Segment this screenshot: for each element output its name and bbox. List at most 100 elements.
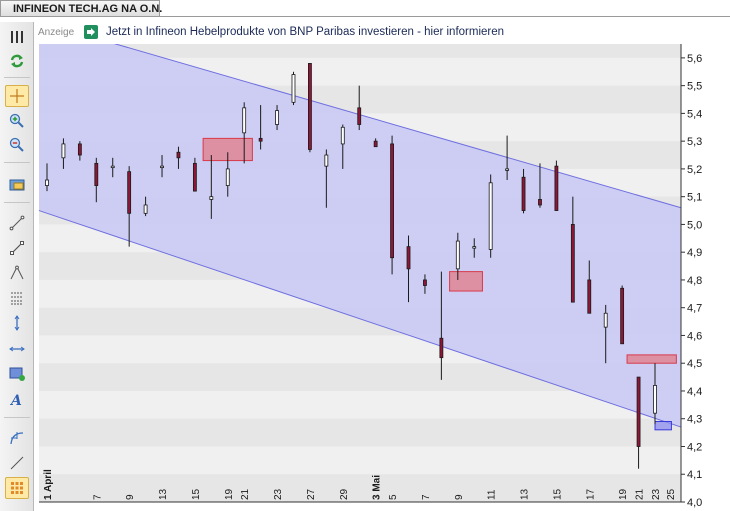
candle-body xyxy=(242,107,247,134)
x-tick-label: 11 xyxy=(487,489,498,500)
y-tick-label: 5,2 xyxy=(687,164,702,176)
x-tick-label: 15 xyxy=(191,488,202,500)
menu-icon[interactable] xyxy=(5,26,29,48)
triangle-icon[interactable] xyxy=(5,262,29,284)
candle-body xyxy=(406,246,411,270)
y-tick-label: 4,2 xyxy=(687,441,702,453)
chart-svg[interactable]: 5,6 5,5 5,4 5,3 5,2 5,1 5,0 4,9 4,8 4,7 4,6 4,5 4,4 4… xyxy=(37,44,730,511)
grid-band xyxy=(39,390,681,419)
y-tick-label: 4,3 xyxy=(687,414,702,426)
bnp-icon xyxy=(84,25,98,39)
x-tick-label: 7 xyxy=(421,494,432,500)
x-tick-label: 7 xyxy=(92,494,103,500)
candle-body xyxy=(390,143,394,259)
trendline-icon[interactable] xyxy=(5,212,29,234)
y-tick-label: 4,7 xyxy=(687,303,702,315)
y-tick-label: 4,5 xyxy=(687,358,702,370)
candle-body xyxy=(620,287,625,345)
y-tick-label: 5,5 xyxy=(687,81,702,93)
rectangle-icon[interactable] xyxy=(5,363,29,385)
x-tick-label: 15 xyxy=(552,488,563,500)
y-tick-label: 5,6 xyxy=(687,53,702,65)
curve-icon[interactable] xyxy=(5,427,29,449)
x-tick-label: 19 xyxy=(224,488,235,500)
x-tick-label: 21 xyxy=(635,488,646,500)
candle-body xyxy=(160,165,164,169)
candle-body xyxy=(521,176,526,211)
x-tick-label: 13 xyxy=(158,488,169,500)
zoom-out-icon[interactable] xyxy=(5,134,29,156)
candle-body xyxy=(275,110,279,125)
x-tick-label: 23 xyxy=(273,488,284,500)
svg-text:A: A xyxy=(9,393,22,408)
candle-body xyxy=(636,376,641,447)
x-tick-label: 1 April xyxy=(43,469,54,500)
channel-lower-line xyxy=(38,210,682,428)
horizontal-line-icon[interactable] xyxy=(5,338,29,360)
vertical-line-icon[interactable] xyxy=(5,312,29,334)
grid-band xyxy=(39,446,681,475)
candle-body xyxy=(291,74,296,103)
y-axis-area xyxy=(681,44,730,511)
candle-body xyxy=(340,126,345,145)
trend-channel xyxy=(39,44,681,428)
candle-body xyxy=(488,182,493,250)
x-tick-label: 17 xyxy=(585,488,596,500)
drawing-toolbar: A xyxy=(0,22,34,511)
x-tick-label: 29 xyxy=(339,488,350,500)
candle-body xyxy=(209,196,214,200)
title-divider xyxy=(0,16,730,17)
candle-body xyxy=(505,168,510,171)
fibonacci-icon[interactable] xyxy=(5,287,29,309)
y-tick-label: 5,1 xyxy=(687,192,702,204)
resistance-zone xyxy=(626,354,677,364)
candle-body xyxy=(587,279,592,314)
x-tick-label: 23 xyxy=(651,488,662,500)
x-tick-label: 21 xyxy=(240,488,251,500)
y-tick-label: 4,0 xyxy=(687,497,702,509)
window-title-tab[interactable]: INFINEON TECH.AG NA O.N. xyxy=(0,0,162,17)
y-tick-label: 4,9 xyxy=(687,247,702,259)
screenshot-icon[interactable] xyxy=(5,174,29,196)
candle-body xyxy=(225,168,230,186)
ad-link[interactable]: Jetzt in Infineon Hebelprodukte von BNP … xyxy=(106,26,505,38)
x-tick-label: 5 xyxy=(388,494,399,500)
candle-body xyxy=(653,385,657,414)
candle-body xyxy=(603,312,608,328)
candle-body xyxy=(538,199,542,206)
price-chart[interactable]: 5,6 5,5 5,4 5,3 5,2 5,1 5,0 4,9 4,8 4,7 4,6 4,5 4,4 4… xyxy=(37,44,730,511)
candle-body xyxy=(192,162,197,192)
candle-body xyxy=(77,143,82,156)
x-tick-label: 3 Mai xyxy=(372,475,383,500)
y-tick-label: 5,4 xyxy=(687,108,702,120)
x-tick-label: 27 xyxy=(306,488,317,500)
crosshair-icon[interactable] xyxy=(5,85,29,107)
candle-body xyxy=(258,137,263,142)
palette-icon[interactable] xyxy=(5,477,29,499)
candle-body xyxy=(127,171,132,214)
candle-body xyxy=(439,337,444,359)
candle-body xyxy=(308,63,312,150)
text-icon[interactable]: A xyxy=(5,388,29,410)
candle-body xyxy=(110,165,115,169)
ad-banner[interactable]: Anzeige Jetzt in Infineon Hebelprodukte … xyxy=(36,22,730,42)
candle-body xyxy=(554,165,559,211)
candle-body xyxy=(570,224,575,303)
zoom-in-icon[interactable] xyxy=(5,110,29,132)
y-tick-label: 4,8 xyxy=(687,275,702,287)
candle-body xyxy=(61,143,66,159)
candle-body xyxy=(143,204,148,214)
line-icon[interactable] xyxy=(5,452,29,474)
y-tick-label: 4,1 xyxy=(687,469,702,481)
x-tick-label: 19 xyxy=(618,488,629,500)
refresh-icon[interactable] xyxy=(5,50,29,72)
candle-body xyxy=(45,179,49,186)
candle-body xyxy=(373,140,378,148)
candle-body xyxy=(423,279,427,286)
segment-icon[interactable] xyxy=(5,237,29,259)
candle-body xyxy=(357,107,362,125)
y-tick-label: 4,4 xyxy=(687,386,702,398)
candle-body xyxy=(472,246,477,249)
candle-body xyxy=(176,151,181,159)
candle-body xyxy=(94,162,99,186)
